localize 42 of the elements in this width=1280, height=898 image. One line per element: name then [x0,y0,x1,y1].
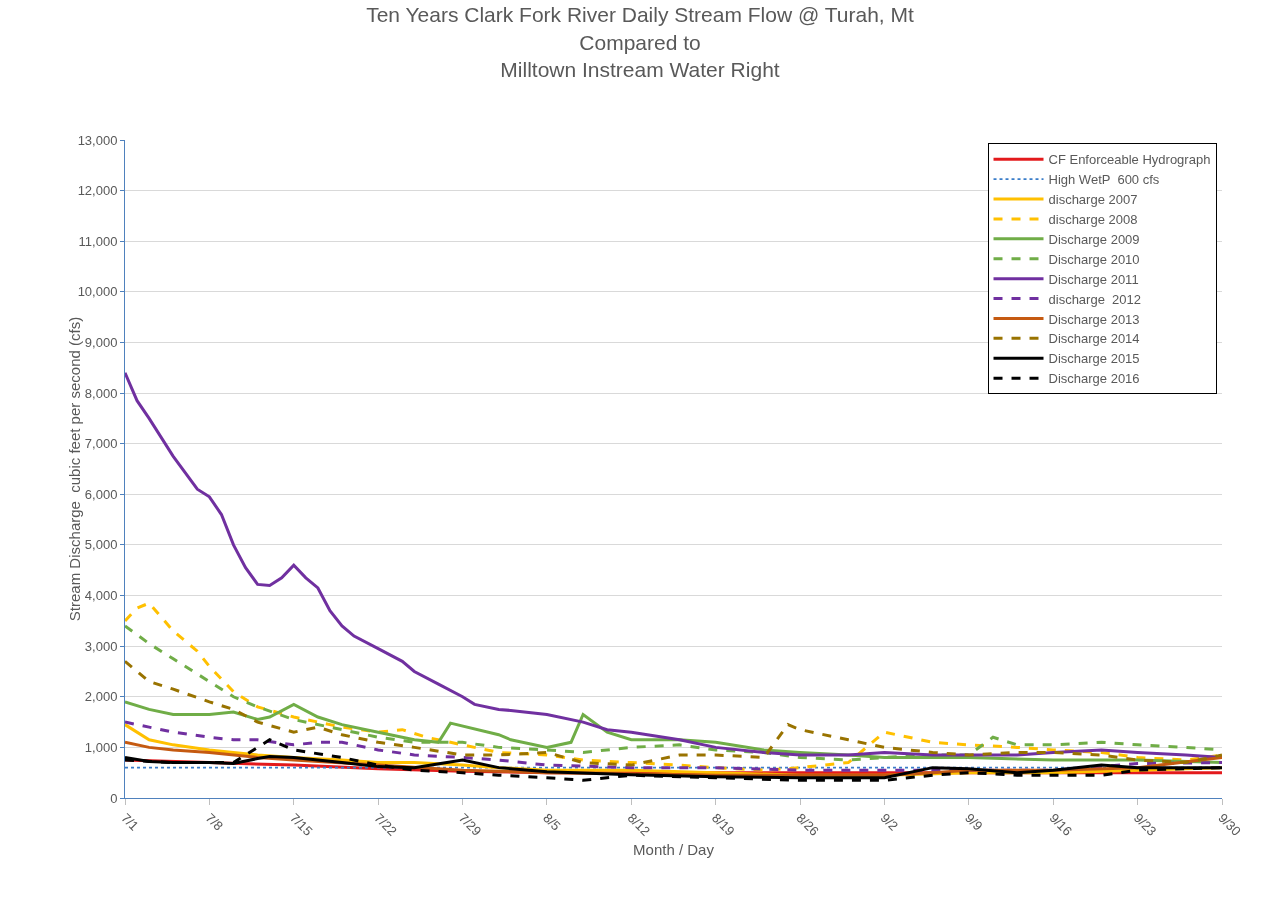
legend-label: discharge 2012 [1048,291,1142,307]
y-tick-label: 1,000 [84,739,118,755]
y-tick-label: 12,000 [77,183,118,199]
y-tick-label: 8,000 [84,385,118,401]
x-tick-label: 9/16 [1046,810,1076,839]
legend-label: CF Enforceable Hydrograph [1048,152,1211,168]
legend-label: Discharge 2014 [1048,331,1140,347]
y-tick-label: 4,000 [84,588,118,604]
x-axis-title: Month / Day [633,840,715,858]
y-axis-title: Stream Discharge cubic feet per second (cfs) [65,316,83,622]
x-tick-label: 8/19 [708,810,738,839]
legend-label: discharge 2007 [1048,192,1138,208]
x-tick-label: 9/23 [1130,810,1160,839]
y-tick-label: 3,000 [84,638,118,654]
legend-label: Discharge 2009 [1048,231,1140,247]
legend-label: Discharge 2015 [1048,351,1140,367]
y-tick-label: 11,000 [78,233,118,249]
line-series [125,659,1222,767]
y-tick-label: 2,000 [84,689,118,705]
y-tick-label: 6,000 [84,486,118,502]
y-tick-label: 0 [110,790,118,806]
x-tick-label: 8/12 [624,810,654,839]
x-tick-label: 7/8 [202,810,227,834]
x-tick-label: 9/30 [1215,810,1244,839]
y-tick-label: 13,000 [77,132,118,148]
y-tick-label: 5,000 [84,537,118,553]
x-tick-label: 8/26 [793,810,822,839]
x-tick-label: 9/2 [877,810,902,834]
legend-label: Discharge 2016 [1048,371,1140,387]
legend-label: Discharge 2013 [1048,311,1140,327]
x-tick-label: 9/9 [962,810,986,834]
legend-label: discharge 2008 [1048,212,1138,228]
y-tick-label: 9,000 [84,335,118,351]
y-tick-label: 7,000 [84,436,118,452]
x-tick-label: 8/5 [540,810,564,834]
legend-label: Discharge 2011 [1048,271,1139,287]
chart-title: Ten Years Clark Fork River Daily Stream Flow @ Turah, Mt Compared to Milltown Instream Water Right [366,3,914,82]
y-tick-label: 10,000 [77,284,118,300]
legend-label: High WetP 600 cfs [1048,172,1160,188]
x-tick-label: 7/1 [118,810,142,834]
x-tick-label: 7/29 [455,810,485,839]
legend-label: Discharge 2010 [1048,251,1140,267]
